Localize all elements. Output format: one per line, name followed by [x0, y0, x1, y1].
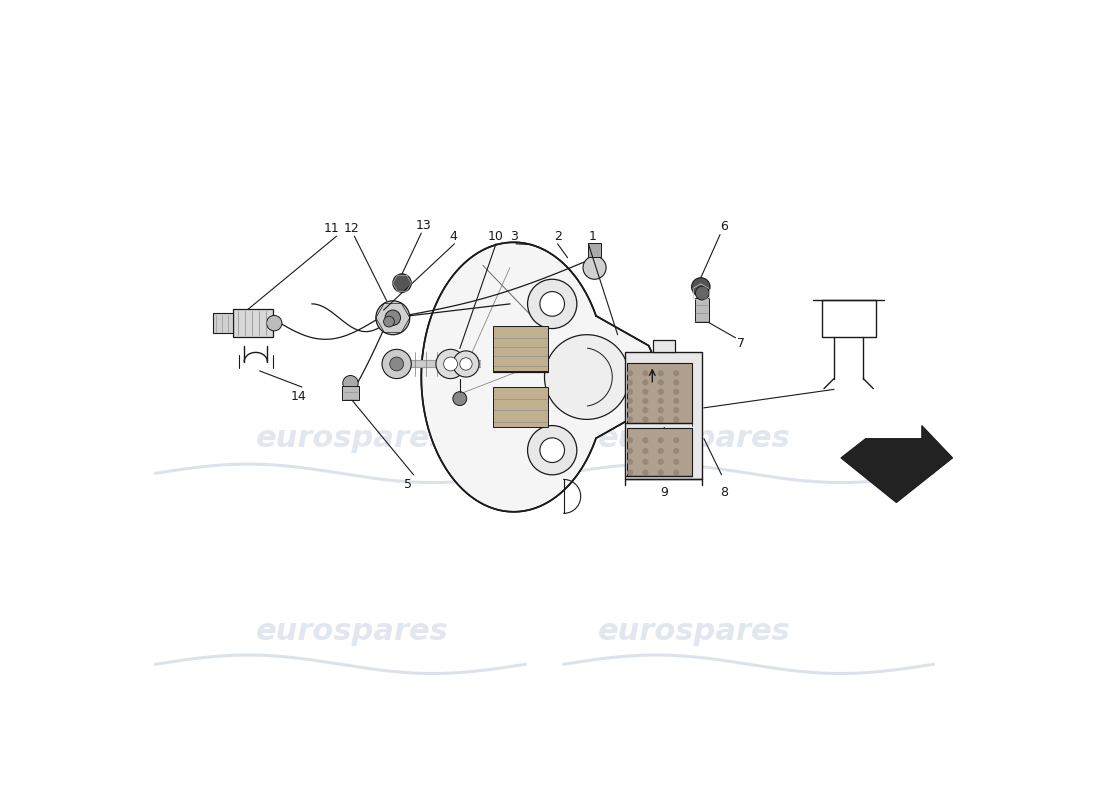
Text: 11: 11 — [323, 222, 339, 235]
Polygon shape — [421, 242, 656, 512]
Circle shape — [627, 407, 634, 414]
Text: 10: 10 — [488, 230, 504, 242]
Circle shape — [673, 448, 680, 454]
Circle shape — [658, 437, 664, 443]
Circle shape — [673, 458, 680, 465]
Text: 13: 13 — [416, 219, 431, 232]
Bar — [588, 243, 601, 257]
Circle shape — [673, 389, 680, 394]
Circle shape — [673, 407, 680, 414]
Text: 1: 1 — [590, 230, 597, 242]
Polygon shape — [840, 426, 953, 502]
Circle shape — [627, 437, 634, 443]
Bar — [212, 313, 233, 333]
Circle shape — [627, 379, 634, 386]
Circle shape — [658, 458, 664, 465]
Text: eurospares: eurospares — [598, 617, 791, 646]
Text: 7: 7 — [737, 338, 745, 350]
Circle shape — [266, 315, 282, 331]
Bar — [822, 300, 876, 337]
Circle shape — [642, 470, 648, 476]
Text: 6: 6 — [720, 221, 728, 234]
Circle shape — [627, 458, 634, 465]
Circle shape — [658, 470, 664, 476]
Text: eurospares: eurospares — [255, 424, 449, 453]
Bar — [232, 310, 273, 337]
Circle shape — [673, 470, 680, 476]
Text: eurospares: eurospares — [598, 424, 791, 453]
Circle shape — [642, 448, 648, 454]
Circle shape — [627, 448, 634, 454]
Circle shape — [627, 416, 634, 422]
Circle shape — [627, 398, 634, 404]
Circle shape — [627, 370, 634, 376]
Circle shape — [343, 375, 359, 391]
Circle shape — [692, 278, 711, 296]
Text: 5: 5 — [404, 478, 412, 491]
Circle shape — [658, 407, 664, 414]
Circle shape — [673, 398, 680, 404]
Text: 3: 3 — [510, 230, 518, 242]
Circle shape — [673, 370, 680, 376]
Text: 9: 9 — [660, 486, 668, 499]
Circle shape — [658, 370, 664, 376]
Bar — [625, 352, 702, 478]
Circle shape — [642, 398, 648, 404]
Bar — [627, 363, 692, 423]
Circle shape — [376, 301, 409, 334]
Bar — [493, 326, 548, 371]
Circle shape — [540, 438, 564, 462]
Bar — [695, 298, 708, 322]
Circle shape — [642, 407, 648, 414]
Circle shape — [642, 416, 648, 422]
Circle shape — [658, 398, 664, 404]
Text: 14: 14 — [290, 390, 306, 403]
Circle shape — [642, 437, 648, 443]
Circle shape — [385, 310, 400, 326]
Circle shape — [673, 379, 680, 386]
Circle shape — [642, 370, 648, 376]
Circle shape — [642, 458, 648, 465]
Circle shape — [627, 389, 634, 394]
Circle shape — [583, 256, 606, 279]
Text: 2: 2 — [553, 230, 561, 242]
Circle shape — [627, 470, 634, 476]
Bar — [627, 428, 692, 476]
Circle shape — [658, 389, 664, 394]
Bar — [653, 340, 674, 352]
Circle shape — [673, 416, 680, 422]
Circle shape — [642, 379, 648, 386]
Text: eurospares: eurospares — [255, 617, 449, 646]
Circle shape — [453, 392, 466, 406]
Circle shape — [460, 358, 472, 370]
Circle shape — [658, 448, 664, 454]
Circle shape — [382, 350, 411, 378]
Circle shape — [695, 286, 710, 300]
Circle shape — [658, 416, 664, 422]
Bar — [342, 386, 359, 400]
Circle shape — [642, 389, 648, 394]
Circle shape — [453, 351, 480, 377]
Bar — [493, 387, 548, 427]
Circle shape — [528, 426, 576, 475]
Circle shape — [443, 357, 458, 371]
Circle shape — [540, 291, 564, 316]
Circle shape — [389, 357, 404, 371]
Circle shape — [544, 334, 629, 419]
Circle shape — [658, 379, 664, 386]
Circle shape — [528, 279, 576, 329]
Circle shape — [393, 274, 411, 292]
Circle shape — [436, 350, 465, 378]
Text: 12: 12 — [344, 222, 360, 235]
Circle shape — [673, 437, 680, 443]
Text: 8: 8 — [719, 486, 728, 499]
Circle shape — [384, 316, 395, 327]
Text: 4: 4 — [449, 230, 456, 242]
